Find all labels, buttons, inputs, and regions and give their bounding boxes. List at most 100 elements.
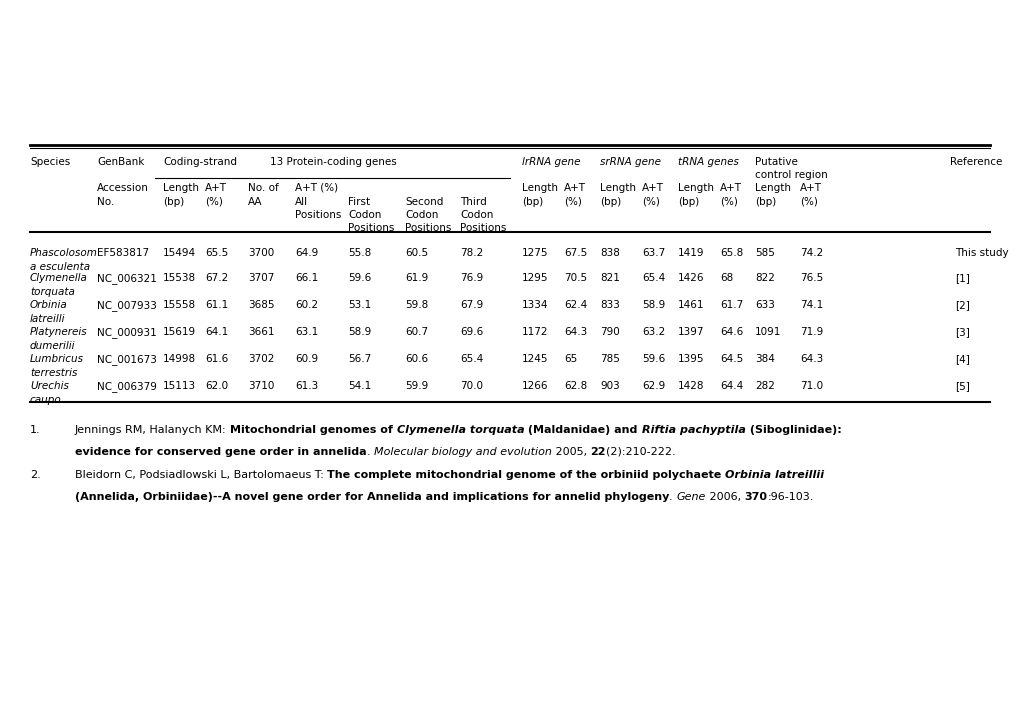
Text: 1334: 1334 (522, 300, 548, 310)
Text: 2006,: 2006, (705, 492, 744, 502)
Text: 64.6: 64.6 (719, 327, 743, 337)
Text: Lumbricus: Lumbricus (30, 354, 84, 364)
Text: 60.6: 60.6 (405, 354, 428, 364)
Text: 2.: 2. (30, 470, 41, 480)
Text: 3707: 3707 (248, 273, 274, 283)
Text: [5]: [5] (954, 381, 969, 391)
Text: 1.: 1. (30, 425, 41, 435)
Text: 61.1: 61.1 (205, 300, 228, 310)
Text: 60.9: 60.9 (294, 354, 318, 364)
Text: 65.8: 65.8 (719, 248, 743, 258)
Text: :96-103.: :96-103. (766, 492, 813, 502)
Text: 13 Protein-coding genes: 13 Protein-coding genes (270, 157, 396, 167)
Text: Positions: Positions (347, 223, 394, 233)
Text: 370: 370 (744, 492, 766, 502)
Text: Length: Length (754, 183, 790, 193)
Text: Molecular biology and evolution: Molecular biology and evolution (373, 447, 551, 457)
Text: (bp): (bp) (522, 197, 543, 207)
Text: 15494: 15494 (163, 248, 196, 258)
Text: 53.1: 53.1 (347, 300, 371, 310)
Text: 15538: 15538 (163, 273, 196, 283)
Text: Jennings RM, Halanych KM:: Jennings RM, Halanych KM: (75, 425, 230, 435)
Text: (Maldanidae) and: (Maldanidae) and (524, 425, 641, 435)
Text: 1397: 1397 (678, 327, 704, 337)
Text: (Siboglinidae):: (Siboglinidae): (745, 425, 841, 435)
Text: Orbinia latreillii: Orbinia latreillii (725, 470, 823, 480)
Text: Third: Third (460, 197, 486, 207)
Text: Phascolosom: Phascolosom (30, 248, 98, 258)
Text: [2]: [2] (954, 300, 969, 310)
Text: A+T: A+T (799, 183, 821, 193)
Text: Length: Length (678, 183, 713, 193)
Text: terrestris: terrestris (30, 368, 77, 378)
Text: 3661: 3661 (248, 327, 274, 337)
Text: 71.9: 71.9 (799, 327, 822, 337)
Text: 61.3: 61.3 (294, 381, 318, 391)
Text: 60.7: 60.7 (405, 327, 428, 337)
Text: 65.4: 65.4 (460, 354, 483, 364)
Text: NC_007933: NC_007933 (97, 300, 157, 311)
Text: First: First (347, 197, 370, 207)
Text: 63.7: 63.7 (641, 248, 664, 258)
Text: 61.6: 61.6 (205, 354, 228, 364)
Text: 903: 903 (599, 381, 620, 391)
Text: 67.9: 67.9 (460, 300, 483, 310)
Text: NC_006379: NC_006379 (97, 381, 157, 392)
Text: EF583817: EF583817 (97, 248, 149, 258)
Text: (bp): (bp) (678, 197, 699, 207)
Text: 78.2: 78.2 (460, 248, 483, 258)
Text: (bp): (bp) (754, 197, 775, 207)
Text: 74.2: 74.2 (799, 248, 822, 258)
Text: Second: Second (405, 197, 443, 207)
Text: 62.4: 62.4 (564, 300, 587, 310)
Text: 76.9: 76.9 (460, 273, 483, 283)
Text: 785: 785 (599, 354, 620, 364)
Text: 1426: 1426 (678, 273, 704, 283)
Text: 60.2: 60.2 (294, 300, 318, 310)
Text: Orbinia: Orbinia (30, 300, 67, 310)
Text: (bp): (bp) (599, 197, 621, 207)
Text: 3710: 3710 (248, 381, 274, 391)
Text: 60.5: 60.5 (405, 248, 428, 258)
Text: 1245: 1245 (522, 354, 548, 364)
Text: 74.1: 74.1 (799, 300, 822, 310)
Text: .: . (668, 492, 676, 502)
Text: 59.6: 59.6 (347, 273, 371, 283)
Text: Length: Length (599, 183, 636, 193)
Text: 64.9: 64.9 (294, 248, 318, 258)
Text: lrRNA gene: lrRNA gene (522, 157, 580, 167)
Text: 3685: 3685 (248, 300, 274, 310)
Text: 15619: 15619 (163, 327, 196, 337)
Text: Codon: Codon (460, 210, 493, 220)
Text: 55.8: 55.8 (347, 248, 371, 258)
Text: Riftia pachyptila: Riftia pachyptila (641, 425, 745, 435)
Text: evidence for conserved gene order in annelida: evidence for conserved gene order in ann… (75, 447, 366, 457)
Text: caupo: caupo (30, 395, 62, 405)
Text: Accession: Accession (97, 183, 149, 193)
Text: 65.5: 65.5 (205, 248, 228, 258)
Text: All: All (294, 197, 308, 207)
Text: 62.0: 62.0 (205, 381, 228, 391)
Text: 58.9: 58.9 (641, 300, 664, 310)
Text: Positions: Positions (294, 210, 341, 220)
Text: dumerilii: dumerilii (30, 341, 75, 351)
Text: 1395: 1395 (678, 354, 704, 364)
Text: 821: 821 (599, 273, 620, 283)
Text: (%): (%) (719, 197, 737, 207)
Text: 67.2: 67.2 (205, 273, 228, 283)
Text: 66.1: 66.1 (294, 273, 318, 283)
Text: 14998: 14998 (163, 354, 196, 364)
Text: Length: Length (163, 183, 199, 193)
Text: 64.3: 64.3 (564, 327, 587, 337)
Text: NC_000931: NC_000931 (97, 327, 157, 338)
Text: Codon: Codon (405, 210, 438, 220)
Text: No. of: No. of (248, 183, 278, 193)
Text: Urechis: Urechis (30, 381, 69, 391)
Text: Putative: Putative (754, 157, 797, 167)
Text: This study: This study (954, 248, 1008, 258)
Text: 384: 384 (754, 354, 774, 364)
Text: 15113: 15113 (163, 381, 196, 391)
Text: latreilli: latreilli (30, 314, 65, 324)
Text: 833: 833 (599, 300, 620, 310)
Text: 61.9: 61.9 (405, 273, 428, 283)
